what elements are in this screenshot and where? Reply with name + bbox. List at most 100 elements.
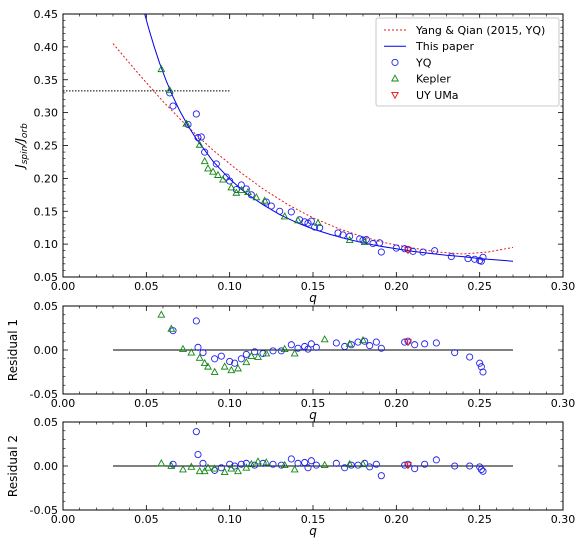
- kepler-point: [204, 164, 212, 172]
- uyuma-point: [391, 91, 399, 100]
- yq-point: [401, 461, 409, 469]
- data-layer: [113, 310, 513, 376]
- kepler-point: [167, 461, 176, 469]
- kepler-point: [320, 335, 329, 343]
- x-tick-label: 0.00: [51, 513, 76, 526]
- yq-point: [287, 208, 295, 216]
- yq-point: [287, 341, 295, 349]
- yq-point: [276, 207, 284, 215]
- kepler-point: [204, 362, 212, 370]
- kepler-point: [182, 119, 191, 127]
- yq-point: [304, 464, 312, 472]
- y-tick-label: 0.40: [34, 41, 59, 54]
- data-layer: [113, 428, 513, 480]
- yq-point: [477, 363, 485, 371]
- y-axis-label: Residual 1: [6, 319, 20, 381]
- yq-point: [366, 342, 374, 350]
- yq-point: [294, 344, 302, 352]
- yq-point: [332, 339, 340, 347]
- yq-point: [169, 327, 177, 335]
- yq-point: [251, 461, 259, 469]
- y-axis-label: Jspin/Jorb: [13, 123, 30, 170]
- yq-point: [242, 350, 250, 358]
- kepler-point: [242, 463, 251, 471]
- x-tick-label: 0.30: [551, 280, 576, 293]
- kepler-point: [247, 459, 256, 468]
- kepler-point: [227, 464, 236, 472]
- yq-point: [359, 236, 367, 244]
- x-tick-label: 0.20: [384, 280, 409, 293]
- yq-point: [391, 58, 399, 66]
- x-axis-label: q: [309, 408, 317, 422]
- yq-point: [199, 459, 207, 467]
- legend-label: Yang & Qian (2015, YQ): [415, 24, 545, 37]
- yq-point: [392, 244, 400, 252]
- kepler-point: [345, 339, 354, 347]
- x-tick-label: 0.15: [301, 280, 326, 293]
- yq-point: [346, 232, 354, 240]
- y-tick-label: -0.05: [30, 388, 58, 401]
- x-tick-label: 0.30: [551, 513, 576, 526]
- yq-point: [197, 133, 205, 141]
- yq-point: [194, 134, 202, 142]
- yq-point: [304, 345, 312, 353]
- kepler-point: [262, 349, 271, 357]
- x-tick-label: 0.25: [467, 513, 492, 526]
- yq-point: [269, 347, 277, 355]
- kepler-point: [244, 187, 252, 196]
- kepler-point: [314, 218, 322, 226]
- kepler-point: [179, 465, 187, 473]
- legend-label: UY UMa: [416, 89, 459, 102]
- yq-point: [237, 355, 245, 363]
- kepler-point: [220, 467, 229, 476]
- yq-point: [316, 224, 324, 232]
- kepler-point: [294, 216, 302, 224]
- y-tick-label: 0.00: [34, 344, 59, 357]
- y-tick-label: 0.25: [34, 140, 59, 153]
- yq-point: [211, 466, 219, 474]
- yq-point: [356, 235, 364, 243]
- yq-point: [237, 181, 245, 189]
- yq-point: [404, 337, 412, 345]
- y-axis-label: Residual 2: [6, 435, 20, 497]
- kepler-point: [210, 464, 219, 472]
- kepler-point: [195, 466, 204, 475]
- x-tick-label: 0.00: [51, 280, 76, 293]
- kepler-point: [391, 74, 399, 82]
- kepler-point: [179, 344, 187, 352]
- yq-point: [431, 247, 439, 255]
- yq-point: [432, 339, 440, 347]
- kepler-point: [290, 349, 299, 357]
- yq-point: [339, 231, 347, 239]
- yq-point: [169, 460, 177, 468]
- yq-point: [432, 456, 440, 464]
- x-axis-label: q: [309, 524, 317, 538]
- kepler-point: [345, 235, 354, 244]
- x-axis-label: q: [309, 291, 317, 305]
- kepler-point: [195, 140, 204, 148]
- yq-point: [477, 465, 485, 474]
- yq-point: [377, 248, 385, 256]
- legend-label: YQ: [415, 56, 432, 69]
- yq-point: [269, 460, 277, 468]
- kepler-point: [200, 466, 209, 475]
- yq-point: [479, 253, 487, 261]
- x-tick-label: 0.10: [217, 280, 242, 293]
- x-tick-label: 0.25: [467, 397, 492, 410]
- x-tick-label: 0.10: [217, 513, 242, 526]
- kepler-point: [280, 460, 289, 468]
- y-tick-label: 0.05: [34, 416, 59, 429]
- kepler-point: [320, 460, 329, 468]
- yq-point: [419, 248, 427, 256]
- kepler-point: [242, 357, 251, 366]
- x-tick-label: 0.25: [467, 280, 492, 293]
- legend-label: This paper: [415, 40, 474, 53]
- yq-point: [277, 461, 285, 469]
- y-tick-label: 0.15: [34, 205, 59, 218]
- kepler-point: [262, 458, 271, 466]
- yq-point: [211, 355, 219, 363]
- kepler-point: [280, 344, 289, 352]
- x-tick-label: 0.10: [217, 397, 242, 410]
- x-tick-label: 0.05: [134, 280, 159, 293]
